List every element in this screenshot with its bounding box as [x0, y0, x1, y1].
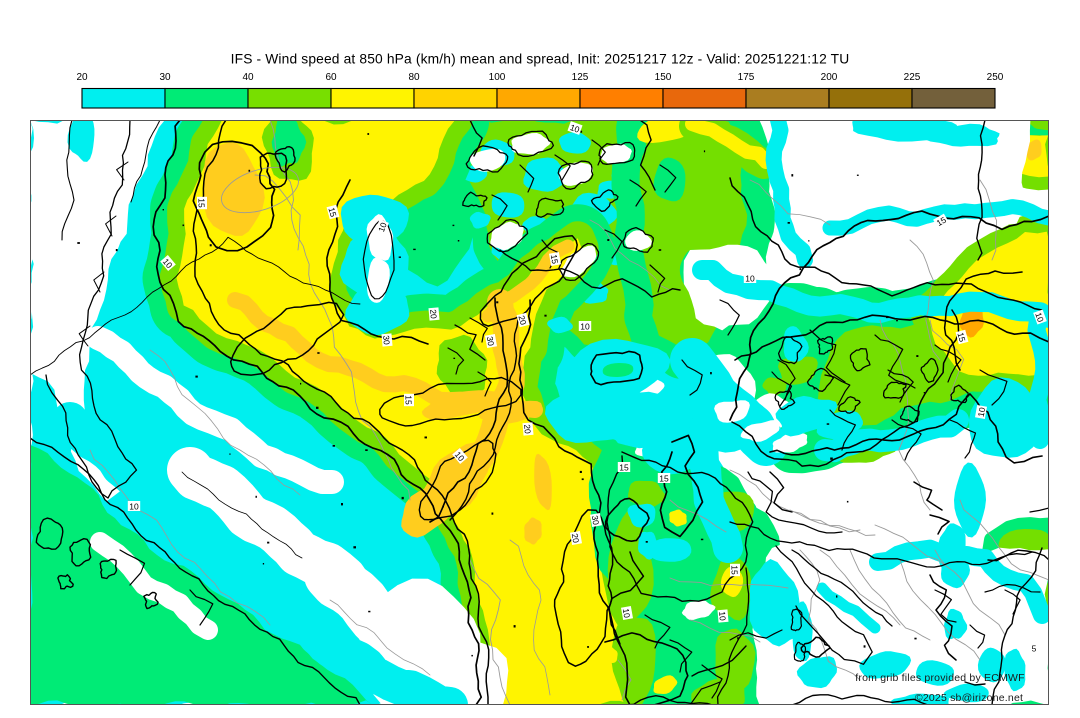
svg-text:100: 100	[489, 72, 506, 83]
svg-text:150: 150	[655, 72, 672, 83]
svg-text:30: 30	[485, 336, 497, 347]
svg-text:40: 40	[242, 72, 254, 83]
svg-text:20: 20	[76, 72, 88, 83]
svg-text:10: 10	[745, 274, 755, 284]
svg-text:10: 10	[621, 608, 633, 619]
svg-text:60: 60	[325, 72, 337, 83]
svg-text:15: 15	[549, 254, 561, 265]
svg-text:20: 20	[570, 533, 582, 544]
svg-text:80: 80	[408, 72, 420, 83]
svg-text:10: 10	[580, 322, 590, 332]
svg-text:15: 15	[955, 331, 967, 343]
svg-text:15: 15	[197, 198, 207, 208]
svg-text:15: 15	[935, 215, 948, 229]
svg-text:15: 15	[326, 206, 338, 218]
svg-text:10: 10	[376, 221, 389, 234]
svg-text:15: 15	[659, 474, 669, 484]
svg-text:from grib files provided by EC: from grib files provided by ECMWF	[855, 672, 1024, 684]
svg-text:30: 30	[381, 335, 392, 346]
svg-text:10: 10	[976, 406, 988, 417]
svg-text:30: 30	[590, 515, 602, 526]
svg-text:10: 10	[717, 611, 728, 622]
svg-text:175: 175	[738, 72, 755, 83]
svg-text:250: 250	[987, 72, 1004, 83]
svg-text:225: 225	[904, 72, 921, 83]
svg-text:200: 200	[821, 72, 838, 83]
svg-text:10: 10	[129, 502, 139, 512]
svg-text:10: 10	[569, 122, 582, 135]
svg-text:15: 15	[404, 395, 414, 405]
svg-text:20: 20	[522, 424, 533, 435]
svg-text:IFS - Wind speed at 850 hPa (k: IFS - Wind speed at 850 hPa (km/h) mean …	[231, 52, 850, 67]
svg-text:20: 20	[516, 314, 528, 326]
svg-text:20: 20	[428, 309, 439, 320]
svg-text:15: 15	[619, 463, 629, 473]
svg-text:10: 10	[1033, 311, 1046, 324]
svg-text:©2025 sb@irizone.net: ©2025 sb@irizone.net	[915, 692, 1023, 704]
svg-text:15: 15	[730, 565, 740, 575]
svg-text:5: 5	[1032, 644, 1037, 654]
svg-text:125: 125	[572, 72, 589, 83]
svg-text:30: 30	[159, 72, 171, 83]
